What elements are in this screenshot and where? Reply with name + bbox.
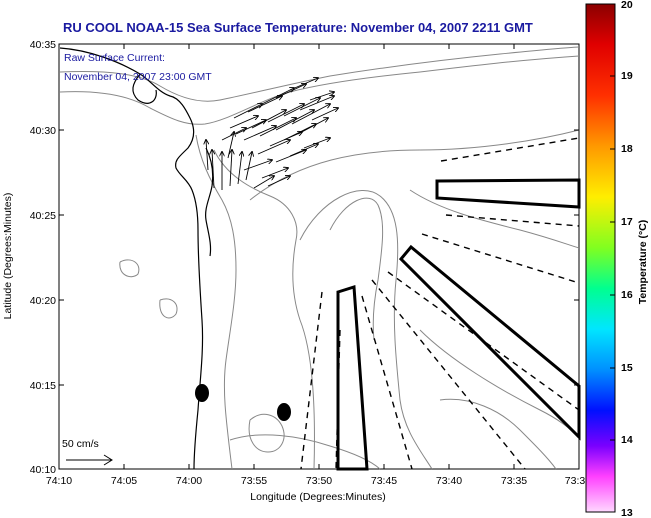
y-axis-ticks: 40:35 40:30 40:25 40:20 40:15 40:10 bbox=[30, 39, 56, 476]
colorbar-tick-label: 15 bbox=[621, 362, 633, 374]
x-axis-label: Longitude (Degrees:Minutes) bbox=[250, 491, 385, 503]
colorbar-label: Temperature (°C) bbox=[637, 220, 649, 305]
x-tick-label: 73:3 bbox=[565, 475, 586, 487]
x-tick-label: 74:10 bbox=[46, 475, 72, 487]
y-tick-label: 40:20 bbox=[30, 295, 56, 307]
surface-current-vectors bbox=[206, 78, 338, 190]
y-tick-label: 40:25 bbox=[30, 210, 56, 222]
colorbar-tick-label: 17 bbox=[621, 216, 633, 228]
x-tick-label: 73:40 bbox=[436, 475, 462, 487]
dashed-boundaries bbox=[300, 137, 580, 470]
colorbar-tick-label: 16 bbox=[621, 289, 633, 301]
x-tick-label: 73:55 bbox=[241, 475, 267, 487]
current-label-line1: Raw Surface Current: bbox=[64, 52, 165, 64]
x-tick-marks bbox=[123, 44, 515, 469]
y-tick-label: 40:35 bbox=[30, 39, 56, 51]
colorbar-ticks: 20 19 18 17 16 15 14 13 bbox=[621, 0, 633, 518]
zone-outline-diagonal bbox=[398, 244, 581, 441]
zone-outline-upper bbox=[435, 178, 581, 209]
colorbar-tick-label: 20 bbox=[621, 0, 633, 11]
y-tick-label: 40:30 bbox=[30, 125, 56, 137]
colorbar-tick-marks bbox=[610, 75, 615, 441]
scale-arrowhead bbox=[103, 454, 113, 466]
plot-frame bbox=[58, 43, 580, 470]
y-tick-marks bbox=[59, 129, 579, 386]
colorbar-tick-label: 14 bbox=[621, 434, 633, 446]
colorbar bbox=[585, 3, 616, 513]
y-axis-label: Latitude (Degrees:Minutes) bbox=[2, 193, 14, 320]
station-marker bbox=[195, 384, 209, 402]
y-tick-label: 40:10 bbox=[30, 464, 56, 476]
y-tick-label: 40:15 bbox=[30, 380, 56, 392]
colorbar-tick-label: 13 bbox=[621, 507, 633, 518]
scale-label: 50 cm/s bbox=[62, 438, 99, 450]
current-label-line2: November 04, 2007 23:00 GMT bbox=[64, 71, 212, 83]
coastline bbox=[59, 47, 214, 470]
x-tick-label: 73:35 bbox=[501, 475, 527, 487]
x-axis-ticks: 74:10 74:05 74:00 73:55 73:50 73:45 73:4… bbox=[46, 475, 586, 487]
colorbar-tick-label: 18 bbox=[621, 143, 633, 155]
x-tick-label: 74:05 bbox=[111, 475, 137, 487]
figure-title: RU COOL NOAA-15 Sea Surface Temperature:… bbox=[63, 20, 533, 35]
x-tick-label: 73:50 bbox=[306, 475, 332, 487]
station-marker bbox=[277, 403, 291, 421]
x-tick-label: 74:00 bbox=[176, 475, 202, 487]
colorbar-tick-label: 19 bbox=[621, 70, 633, 82]
x-tick-label: 73:45 bbox=[371, 475, 397, 487]
